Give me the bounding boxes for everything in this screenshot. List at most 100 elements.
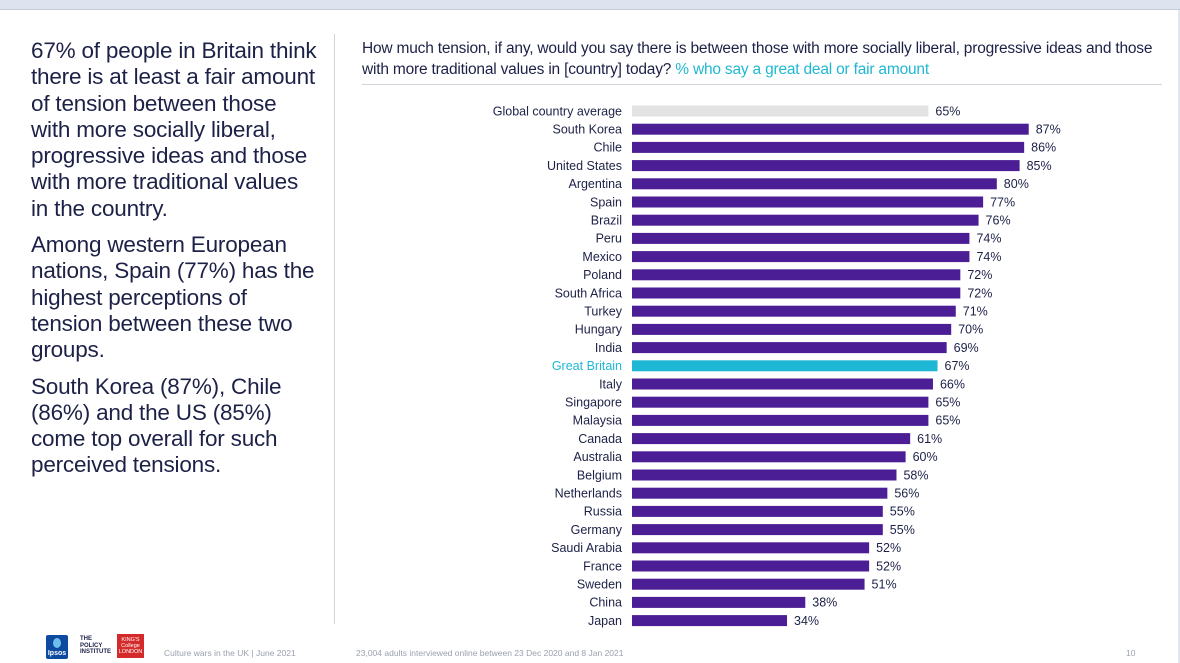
category-label-peru: Peru xyxy=(596,232,622,246)
vertical-divider xyxy=(334,34,335,624)
bar-australia xyxy=(632,451,906,463)
category-label-singapore: Singapore xyxy=(565,396,622,410)
value-label-chile: 86% xyxy=(1031,141,1056,155)
value-label-china: 38% xyxy=(812,596,837,610)
category-label-global-country-average: Global country average xyxy=(493,104,622,118)
bar-global-country-average xyxy=(632,105,929,117)
value-label-germany: 55% xyxy=(890,523,915,537)
ipsos-logo-mark xyxy=(53,638,61,648)
category-label-saudi-arabia: Saudi Arabia xyxy=(551,541,622,555)
category-label-turkey: Turkey xyxy=(584,305,622,319)
bar-mexico xyxy=(632,251,970,263)
value-label-brazil: 76% xyxy=(986,214,1011,228)
summary-paragraph-1: 67% of people in Britain think there is … xyxy=(31,38,317,221)
policy-institute-logo: THE POLICY INSTITUTE xyxy=(80,636,111,655)
bar-spain xyxy=(632,196,984,208)
value-label-france: 52% xyxy=(876,559,901,573)
value-label-japan: 34% xyxy=(794,614,819,628)
footer: Ipsos THE POLICY INSTITUTE KING'S Colleg… xyxy=(0,628,1180,663)
category-label-sweden: Sweden xyxy=(577,578,622,592)
value-label-canada: 61% xyxy=(917,432,942,446)
top-bar xyxy=(0,0,1180,10)
category-label-poland: Poland xyxy=(583,268,622,282)
category-label-netherlands: Netherlands xyxy=(555,487,622,501)
bar-saudi-arabia xyxy=(632,542,870,554)
bar-singapore xyxy=(632,396,929,408)
ipsos-logo-text: Ipsos xyxy=(47,650,67,657)
bar-brazil xyxy=(632,214,979,226)
value-label-south-africa: 72% xyxy=(967,286,992,300)
bar-chart: Global country average 65% South Korea 87% C… xyxy=(493,104,1061,628)
category-label-germany: Germany xyxy=(571,523,623,537)
category-label-australia: Australia xyxy=(573,450,622,464)
value-label-south-korea: 87% xyxy=(1036,123,1061,137)
value-label-poland: 72% xyxy=(967,268,992,282)
value-label-mexico: 74% xyxy=(976,250,1001,264)
category-label-united-states: United States xyxy=(547,159,622,173)
bar-belgium xyxy=(632,469,897,481)
bar-argentina xyxy=(632,178,997,190)
bar-great-britain xyxy=(632,360,938,372)
value-label-spain: 77% xyxy=(990,195,1015,209)
bar-japan xyxy=(632,615,788,627)
summary-text: 67% of people in Britain think there is … xyxy=(31,38,321,489)
category-label-japan: Japan xyxy=(588,614,622,628)
category-label-great-britain: Great Britain xyxy=(552,359,622,373)
bar-turkey xyxy=(632,305,956,317)
value-label-peru: 74% xyxy=(976,232,1001,246)
category-label-argentina: Argentina xyxy=(568,177,622,191)
category-label-malaysia: Malaysia xyxy=(573,414,622,428)
value-label-singapore: 65% xyxy=(935,396,960,410)
value-label-italy: 66% xyxy=(940,377,965,391)
category-label-canada: Canada xyxy=(578,432,622,446)
bar-italy xyxy=(632,378,933,390)
category-label-hungary: Hungary xyxy=(575,323,623,337)
value-label-great-britain: 67% xyxy=(945,359,970,373)
bar-south-africa xyxy=(632,287,961,299)
ipsos-logo: Ipsos xyxy=(46,635,68,659)
bar-hungary xyxy=(632,323,952,335)
bar-south-korea xyxy=(632,123,1029,135)
question-rule xyxy=(362,84,1162,85)
question-text: How much tension, if any, would you say … xyxy=(362,40,1153,78)
category-label-russia: Russia xyxy=(584,505,622,519)
footer-methodology: 23,004 adults interviewed online between… xyxy=(356,648,624,658)
value-label-russia: 55% xyxy=(890,505,915,519)
value-label-netherlands: 56% xyxy=(894,487,919,501)
value-label-hungary: 70% xyxy=(958,323,983,337)
value-label-saudi-arabia: 52% xyxy=(876,541,901,555)
bar-germany xyxy=(632,524,883,536)
bar-france xyxy=(632,560,870,572)
bar-chile xyxy=(632,141,1025,153)
bar-poland xyxy=(632,269,961,281)
page-number: 10 xyxy=(1126,648,1136,658)
category-label-south-africa: South Africa xyxy=(555,286,622,300)
value-label-united-states: 85% xyxy=(1027,159,1052,173)
summary-paragraph-2: Among western European nations, Spain (7… xyxy=(31,232,315,363)
value-label-india: 69% xyxy=(954,341,979,355)
right-edge xyxy=(1178,10,1180,663)
bar-united-states xyxy=(632,160,1020,172)
bar-netherlands xyxy=(632,487,888,499)
value-label-australia: 60% xyxy=(913,450,938,464)
question-highlight: % who say a great deal or fair amount xyxy=(675,61,929,78)
bar-malaysia xyxy=(632,414,929,426)
bar-peru xyxy=(632,232,970,244)
bar-canada xyxy=(632,433,911,445)
value-label-turkey: 71% xyxy=(963,305,988,319)
category-label-mexico: Mexico xyxy=(582,250,622,264)
category-label-south-korea: South Korea xyxy=(553,123,623,137)
category-label-india: India xyxy=(595,341,622,355)
bar-sweden xyxy=(632,578,865,590)
category-label-france: France xyxy=(583,559,622,573)
bar-russia xyxy=(632,505,883,517)
value-label-belgium: 58% xyxy=(903,468,928,482)
footer-report-title: Culture wars in the UK | June 2021 xyxy=(164,648,296,658)
category-label-belgium: Belgium xyxy=(577,468,622,482)
category-label-spain: Spain xyxy=(590,195,622,209)
bar-china xyxy=(632,596,806,608)
category-label-brazil: Brazil xyxy=(591,214,622,228)
category-label-italy: Italy xyxy=(599,377,623,391)
value-label-global-country-average: 65% xyxy=(935,104,960,118)
kings-college-logo: KING'S College LONDON xyxy=(117,634,144,658)
